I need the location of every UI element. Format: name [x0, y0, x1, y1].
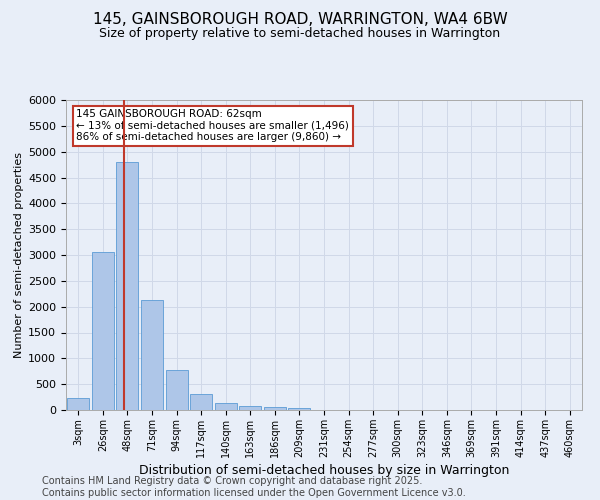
Bar: [190, 394, 212, 410]
Bar: [141, 300, 163, 410]
Bar: [116, 162, 139, 410]
Y-axis label: Number of semi-detached properties: Number of semi-detached properties: [14, 152, 24, 358]
X-axis label: Distribution of semi-detached houses by size in Warrington: Distribution of semi-detached houses by …: [139, 464, 509, 477]
Text: Size of property relative to semi-detached houses in Warrington: Size of property relative to semi-detach…: [100, 28, 500, 40]
Bar: [67, 398, 89, 410]
Text: 145 GAINSBOROUGH ROAD: 62sqm
← 13% of semi-detached houses are smaller (1,496)
8: 145 GAINSBOROUGH ROAD: 62sqm ← 13% of se…: [76, 110, 349, 142]
Text: 145, GAINSBOROUGH ROAD, WARRINGTON, WA4 6BW: 145, GAINSBOROUGH ROAD, WARRINGTON, WA4 …: [92, 12, 508, 28]
Bar: [264, 407, 286, 410]
Bar: [239, 406, 262, 410]
Bar: [215, 403, 237, 410]
Bar: [289, 408, 310, 410]
Text: Contains HM Land Registry data © Crown copyright and database right 2025.
Contai: Contains HM Land Registry data © Crown c…: [42, 476, 466, 498]
Bar: [92, 252, 114, 410]
Bar: [166, 370, 188, 410]
